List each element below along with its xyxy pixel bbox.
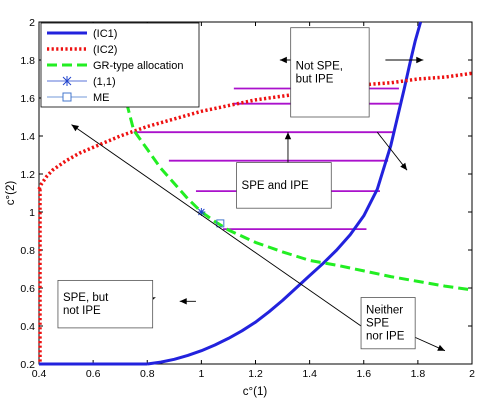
arrow-head [284, 132, 292, 140]
annotation-text: but IPE [296, 73, 334, 85]
arrow-head [279, 56, 287, 64]
x-tick-label: 1 [198, 368, 204, 380]
y-tick-label: 1.4 [20, 131, 35, 143]
annotation-text: SPE, but [63, 292, 109, 304]
arrow-head [437, 344, 445, 351]
y-tick-label: 0.2 [20, 359, 35, 371]
x-tick-label: 1.4 [302, 368, 317, 380]
x-tick-label: 2 [469, 368, 475, 380]
series-line-ic2 [37, 71, 473, 190]
y-tick-label: 1.6 [20, 93, 35, 105]
y-tick-label: 1 [29, 207, 35, 219]
annotation-text: nor IPE [366, 331, 405, 343]
y-axis-label: c°(2) [5, 181, 17, 206]
y-axis-ticks: 0.2 0.4 0.6 0.8 1 1.2 1.4 1.6 1.8 2 [20, 17, 472, 371]
legend-label: (IC1) [93, 28, 117, 40]
y-tick-label: 1.8 [20, 55, 35, 67]
annotation-text: Not SPE, [296, 60, 343, 72]
x-axis-label: c°(1) [243, 386, 268, 398]
arrow-head [71, 124, 80, 132]
x-tick-label: 0.8 [140, 368, 155, 380]
arrow-shaft [71, 124, 367, 331]
x-tick-label: 0.4 [32, 368, 47, 380]
series-line-ic1 [147, 21, 423, 366]
annotation-text: Neither [366, 305, 403, 317]
legend-swatch [62, 92, 72, 102]
legend-label: ME [93, 92, 110, 104]
arrow-head [416, 56, 424, 64]
y-tick-label: 1.2 [20, 169, 35, 181]
legend-label: GR-type allocation [93, 60, 184, 72]
series-line-gr-type-allocation [121, 88, 473, 292]
annotation-text: not IPE [63, 305, 101, 317]
arrow-head [179, 298, 187, 305]
x-tick-label: 0.6 [86, 368, 101, 380]
arrow-head [400, 162, 408, 171]
y-tick-label: 0.4 [20, 321, 35, 333]
legend-label: (1,1) [93, 76, 116, 88]
y-tick-label: 0.6 [20, 283, 35, 295]
annotation-box [360, 297, 416, 350]
annotation-text: SPE and IPE [242, 180, 309, 192]
y-tick-label: 0.8 [20, 245, 35, 257]
series-lines [37, 21, 473, 366]
annotation-text: SPE [366, 318, 389, 330]
annotation-box [236, 162, 332, 209]
marker-point-me [216, 219, 225, 228]
arrow-shaft [376, 131, 408, 171]
x-tick-label: 1.6 [356, 368, 371, 380]
annotation-box [57, 279, 154, 329]
legend-label: (IC2) [93, 44, 117, 56]
x-tick-label: 1.2 [248, 368, 263, 380]
x-axis-ticks: 0.4 0.6 0.8 1 1.2 1.4 1.6 1.8 2 [32, 22, 475, 380]
legend: (IC1) (IC2) GR-type allocation (1,1) ME [40, 22, 200, 108]
annotation-box [290, 27, 370, 118]
y-tick-label: 2 [29, 17, 35, 29]
x-tick-label: 1.8 [411, 368, 426, 380]
